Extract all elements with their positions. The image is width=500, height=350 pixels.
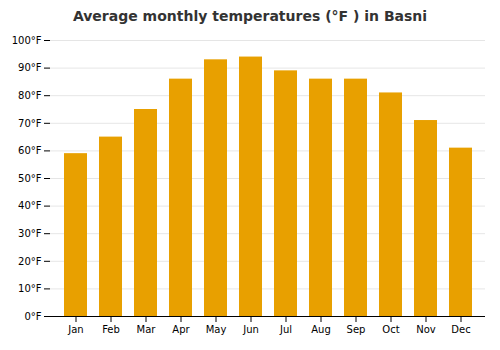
svg-text:50°F: 50°F (18, 173, 42, 184)
svg-text:Dec: Dec (451, 324, 470, 335)
svg-text:10°F: 10°F (18, 283, 42, 294)
svg-text:30°F: 30°F (18, 228, 42, 239)
svg-text:Mar: Mar (137, 324, 157, 335)
svg-text:100°F: 100°F (12, 35, 42, 46)
svg-text:80°F: 80°F (18, 90, 42, 101)
svg-text:Jun: Jun (242, 324, 259, 335)
svg-text:Aug: Aug (311, 324, 331, 335)
svg-text:Apr: Apr (172, 324, 190, 335)
html-text:Average monthly temperatures (: Average monthly temperatures (°F ) in Ba… (72, 8, 428, 24)
svg-text:Nov: Nov (416, 324, 436, 335)
svg-text:90°F: 90°F (18, 62, 42, 73)
svg-text:Oct: Oct (382, 324, 399, 335)
svg-text:Sep: Sep (347, 324, 366, 335)
svg-text:Jul: Jul (279, 324, 292, 335)
svg-text:70°F: 70°F (18, 118, 42, 129)
svg-text:20°F: 20°F (18, 256, 42, 267)
svg-text:Jan: Jan (67, 324, 83, 335)
svg-text:Feb: Feb (102, 324, 120, 335)
svg-text:0°F: 0°F (24, 311, 41, 322)
svg-text:May: May (206, 324, 227, 335)
svg-text:60°F: 60°F (18, 145, 42, 156)
svg-text:40°F: 40°F (18, 200, 42, 211)
